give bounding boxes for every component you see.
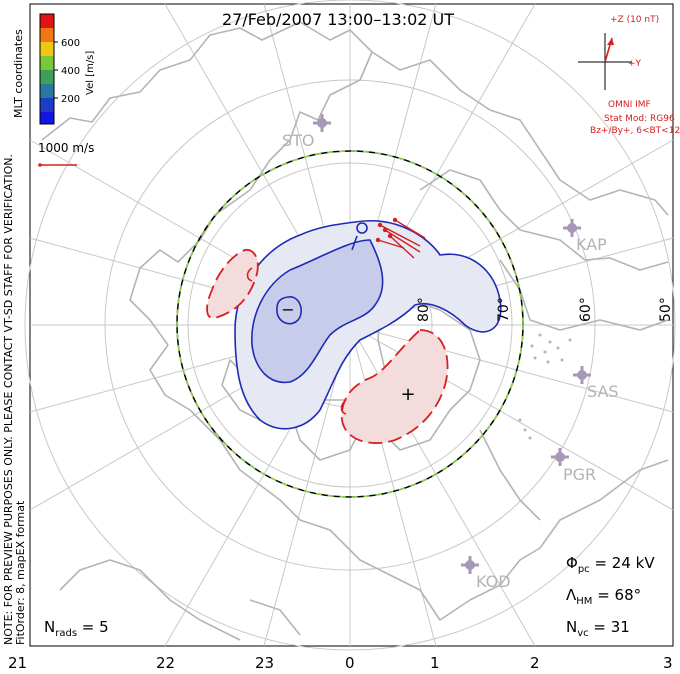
mlt-tick: 1 [430, 654, 440, 672]
mlt-coordinates-label: MLT coordinates [12, 29, 25, 118]
station-marker-sas [573, 366, 591, 384]
latitude-label-70: 70° [496, 297, 512, 322]
preview-note: NOTE: FOR PREVIEW PURPOSES ONLY. PLEASE … [2, 154, 15, 645]
colorbar-label: Vel [m/s] [85, 51, 96, 95]
mlt-tick: 0 [345, 654, 355, 672]
station-label-pgr: PGR [563, 465, 596, 484]
colorbar-tick: 400 [61, 66, 80, 77]
mlt-tick: 21 [8, 654, 27, 672]
velocity-vectors [375, 217, 426, 259]
mlt-tick: 2 [530, 654, 540, 672]
imf-vector-arrowhead [607, 38, 614, 45]
negative-potential-cell [234, 220, 502, 430]
heppner-maynard-boundary [176, 150, 524, 498]
fit-order-note: FitOrder: 8, mapEX format [14, 500, 27, 645]
station-label-sto: STO [282, 131, 315, 150]
mlt-tick: 23 [255, 654, 274, 672]
station-label-sas: SAS [587, 382, 619, 401]
latitude-label-80: 80° [416, 297, 432, 322]
imf-z-label: +Z (10 nT) [610, 15, 659, 25]
colorbar-tick: 600 [61, 38, 80, 49]
velocity-colorbar [39, 13, 58, 125]
positive-potential-cell [206, 249, 449, 444]
imf-y-label: +Y [628, 59, 642, 69]
coastlines [41, 21, 669, 641]
latitude-label-50: 50° [658, 297, 674, 322]
station-marker-pgr [551, 448, 569, 466]
imf-stat-mod: Stat Mod: RG96 [604, 114, 675, 124]
imf-clock-dial [578, 33, 632, 90]
mlt-tick: 3 [663, 654, 673, 672]
vector-scale-label: 1000 m/s [38, 141, 94, 155]
imf-bin: Bz+/By+, 6<BT<12 [590, 126, 680, 136]
imf-source: OMNI IMF [608, 100, 651, 110]
colorbar-tick: 200 [61, 94, 80, 105]
island-dots [518, 333, 572, 440]
station-marker-kap [563, 219, 581, 237]
station-marker-kod [461, 556, 479, 574]
latitude-label-60: 60° [578, 297, 594, 322]
potential-min-marker: − [281, 300, 294, 319]
station-label-kod: KOD [476, 572, 511, 591]
radar-count: Nrads = 5 [44, 618, 109, 639]
station-markers [313, 114, 591, 574]
vector-scale-origin [38, 163, 42, 167]
hm-boundary-latitude: ΛHM = 68° [566, 586, 641, 607]
cross-polar-potential: Φpc = 24 kV [566, 554, 655, 575]
map-title: 27/Feb/2007 13:00–13:02 UT [222, 10, 454, 29]
mlt-tick: 22 [156, 654, 175, 672]
station-marker-sto [313, 114, 331, 132]
station-label-kap: KAP [576, 235, 607, 254]
potential-max-marker: + [400, 384, 415, 405]
vector-count: Nvc = 31 [566, 618, 630, 639]
